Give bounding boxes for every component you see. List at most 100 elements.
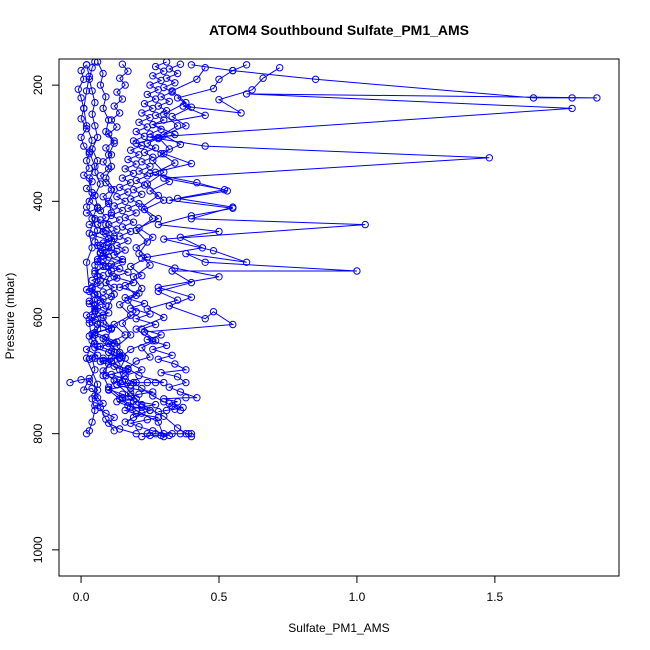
- data-point: [151, 378, 160, 387]
- data-point: [105, 419, 113, 427]
- y-tick-label: 1000: [31, 536, 45, 563]
- data-point: [85, 297, 94, 305]
- data-point: [151, 62, 160, 71]
- data-point: [140, 205, 149, 214]
- data-point: [118, 174, 127, 182]
- data-point: [77, 376, 85, 384]
- data-point: [113, 381, 121, 389]
- x-axis: 0.0 0.5 1.0 1.5: [73, 575, 504, 604]
- data-point: [116, 74, 124, 82]
- y-tick-label: 600: [31, 307, 45, 327]
- data-point: [91, 98, 99, 107]
- data-point: [107, 370, 116, 379]
- data-point: [168, 112, 176, 121]
- data-point: [127, 345, 135, 354]
- data-point: [138, 272, 146, 280]
- data-point: [124, 67, 132, 75]
- data-point: [160, 395, 168, 403]
- data-point: [80, 386, 88, 394]
- data-point: [160, 378, 168, 387]
- data-point: [99, 295, 107, 303]
- data-point: [140, 100, 149, 108]
- data-point: [182, 122, 190, 130]
- data-point: [201, 258, 209, 266]
- data-point: [361, 220, 369, 229]
- data-point: [168, 88, 176, 96]
- data-point: [160, 174, 168, 182]
- data-point: [113, 274, 121, 282]
- data-point: [107, 116, 116, 124]
- data-point: [154, 86, 163, 94]
- data-point: [85, 220, 94, 229]
- data-point: [80, 75, 88, 84]
- data-point: [99, 319, 107, 327]
- data-point: [182, 394, 190, 402]
- data-point: [96, 281, 105, 289]
- data-point: [129, 137, 138, 145]
- y-axis-label: Pressure (mbar): [3, 273, 17, 360]
- data-point: [229, 204, 237, 213]
- data-point: [96, 248, 105, 257]
- data-point: [113, 88, 121, 96]
- data-point: [88, 418, 96, 426]
- data-point: [223, 187, 232, 195]
- data-point: [105, 165, 113, 173]
- data-point: [121, 81, 129, 89]
- data-point: [140, 181, 149, 189]
- data-point: [85, 374, 94, 383]
- data-point: [127, 304, 135, 312]
- data-point: [132, 127, 140, 136]
- data-point: [173, 69, 182, 78]
- data-point: [99, 288, 107, 296]
- data-point: [124, 155, 132, 164]
- data-point: [82, 87, 91, 95]
- data-point: [88, 177, 96, 186]
- data-point: [138, 366, 146, 374]
- data-point: [154, 220, 163, 229]
- data-point: [110, 413, 118, 422]
- data-point: [93, 204, 102, 213]
- data-point: [93, 157, 102, 165]
- data-point: [99, 356, 107, 365]
- data-point: [138, 400, 146, 409]
- data-point: [132, 357, 140, 365]
- data-point: [93, 380, 102, 388]
- data-point: [88, 136, 96, 145]
- data-point: [93, 258, 102, 266]
- data-point: [85, 150, 94, 158]
- data-point: [77, 133, 85, 142]
- data-point: [229, 320, 237, 329]
- data-point: [209, 247, 218, 255]
- data-point: [529, 94, 538, 102]
- data-point: [185, 430, 193, 438]
- data-point: [132, 325, 140, 333]
- data-point: [215, 273, 223, 281]
- data-point: [77, 94, 85, 102]
- data-point: [88, 64, 96, 72]
- data-point: [107, 292, 116, 301]
- data-point: [160, 412, 168, 420]
- data-point: [105, 197, 113, 206]
- data-point: [193, 179, 201, 187]
- data-point: [99, 158, 107, 166]
- data-point: [102, 93, 110, 101]
- data-point: [171, 130, 179, 139]
- data-point: [568, 94, 576, 102]
- data-point: [96, 180, 105, 188]
- data-point: [96, 81, 105, 89]
- y-tick-label: 400: [31, 191, 45, 211]
- data-point: [162, 107, 171, 115]
- data-point: [132, 378, 140, 387]
- data-point: [91, 402, 99, 410]
- data-point: [138, 254, 146, 262]
- data-point: [127, 384, 135, 393]
- data-point: [209, 308, 218, 316]
- data-point: [182, 366, 190, 374]
- data-point: [165, 431, 174, 440]
- data-point: [93, 133, 102, 142]
- data-point: [132, 308, 140, 316]
- series-line: [85, 61, 170, 438]
- data-point: [162, 406, 171, 415]
- data-point: [102, 230, 110, 238]
- data-point: [173, 398, 182, 406]
